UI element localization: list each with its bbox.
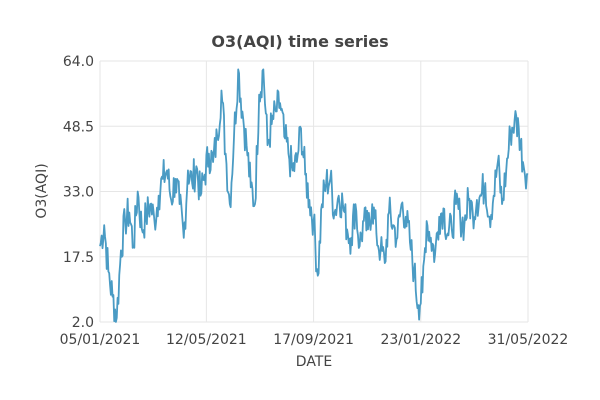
x-tick-label: 05/01/2021 bbox=[60, 332, 141, 348]
x-axis-label: DATE bbox=[296, 354, 332, 370]
x-tick-labels: 05/01/2021 12/05/2021 17/09/2021 23/01/2022… bbox=[60, 332, 569, 348]
x-tick-label: 31/05/2022 bbox=[488, 332, 569, 348]
x-tick-label: 23/01/2022 bbox=[380, 332, 461, 348]
y-tick-label: 64.0 bbox=[63, 54, 94, 70]
series-line bbox=[99, 68, 529, 323]
y-tick-label: 33.0 bbox=[63, 185, 94, 201]
chart-title: O3(AQI) time series bbox=[211, 32, 388, 51]
y-tick-label: 2.0 bbox=[72, 315, 94, 331]
x-tick-label: 12/05/2021 bbox=[166, 332, 247, 348]
y-tick-label: 17.5 bbox=[63, 250, 94, 266]
x-tick-label: 17/09/2021 bbox=[273, 332, 354, 348]
y-axis-label: O3(AQI) bbox=[34, 163, 50, 218]
y-tick-labels: 2.0 17.5 33.0 48.5 64.0 bbox=[63, 54, 94, 331]
y-tick-label: 48.5 bbox=[63, 119, 94, 135]
gridlines bbox=[99, 60, 529, 323]
series-group bbox=[99, 68, 529, 323]
